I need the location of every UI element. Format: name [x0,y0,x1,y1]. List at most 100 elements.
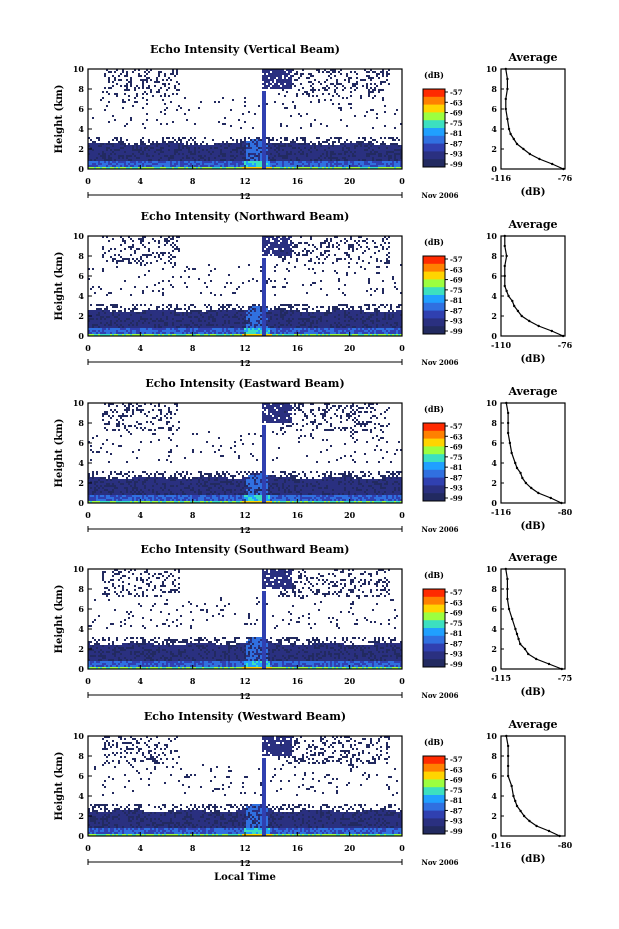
average-profile-point [512,794,515,798]
avg-y-tick-label: 6 [491,438,497,448]
colorbar-swatch [423,263,445,273]
avg-x-tick-label: -116 [491,840,511,850]
x-tick-label: 0 [85,343,91,353]
colorbar-swatch [423,135,445,145]
average-profile-point [524,481,528,485]
average-profile-point [506,577,509,581]
avg-x-label: (dB) [521,521,546,532]
avg-x-tick-label: -76 [558,340,573,350]
avg-y-tick-label: 8 [491,751,497,761]
date-label: 12 [239,858,250,868]
y-tick-label: 2 [78,478,84,488]
colorbar-label: (dB) [424,70,444,80]
x-tick-label: 12 [239,176,250,186]
colorbar-swatch [423,659,445,668]
colorbar-swatch [423,326,445,335]
chart-title: Echo Intensity (Northward Beam) [141,210,350,223]
average-profile-point [516,309,520,313]
x-tick-label: 4 [138,510,144,520]
colorbar-swatch [423,143,445,152]
y-tick-label: 10 [73,398,85,408]
colorbar-tick-label: -81 [450,463,463,472]
x-tick-label: 16 [292,176,304,186]
average-profile-point [512,137,515,141]
average-profile-point [507,294,510,298]
x-tick-label: 0 [85,843,91,853]
avg-y-tick-label: 4 [491,791,497,801]
colorbar-swatch [423,318,445,327]
colorbar-tick-label: -87 [450,806,463,815]
avg-y-tick-label: 4 [491,291,497,301]
x-tick-label: 16 [292,343,304,353]
colorbar-swatch [423,604,445,613]
average-profile-point [510,784,513,788]
x-tick-label: 16 [292,510,304,520]
x-tick-label: 8 [190,343,196,353]
avg-y-tick-label: 6 [491,604,497,614]
y-tick-label: 6 [78,604,84,614]
avg-y-tick-label: 0 [491,331,497,341]
y-tick-label: 2 [78,811,84,821]
month-label: Nov 2006 [421,525,458,534]
heatmap-field [88,569,402,669]
avg-x-label: (dB) [521,854,546,865]
colorbar-swatch [423,620,445,629]
y-tick-label: 4 [78,624,84,634]
colorbar-swatch [423,128,445,137]
colorbar-tick-label: -57 [450,755,463,764]
average-profile-point [504,107,507,111]
colorbar-tick-label: -57 [450,88,463,97]
colorbar-tick-label: -87 [450,639,463,648]
y-tick-label: 10 [73,231,85,241]
avg-y-tick-label: 0 [491,164,497,174]
x-tick-label: 0 [399,510,405,520]
y-tick-label: 4 [78,458,84,468]
avg-y-tick-label: 10 [486,231,498,241]
average-profile-point [535,824,538,828]
y-tick-label: 4 [78,124,84,134]
average-profile-point [523,647,527,651]
colorbar-tick-label: -63 [450,265,463,274]
y-tick-label: 8 [78,584,84,594]
colorbar-tick-label: -93 [450,317,463,326]
x-tick-label: 8 [190,510,196,520]
average-profile-point [506,117,509,121]
average-profile-point [522,147,525,151]
x-tick-label: 0 [399,176,405,186]
colorbar-frame [422,422,446,502]
colorbar-tick-label: -81 [450,296,463,305]
avg-y-tick-label: 0 [491,498,497,508]
average-profile-point [510,451,513,455]
colorbar-tick-label: -87 [450,306,463,315]
y-axis-label: Height (km) [54,419,65,488]
colorbar-swatch [423,771,445,780]
avg-y-tick-label: 10 [486,64,498,74]
average-profile-point [506,597,509,601]
colorbar-swatch [423,104,445,113]
y-tick-label: 6 [78,104,84,114]
colorbar-tick-label: -99 [450,327,463,336]
average-profile-point [537,491,540,495]
colorbar-tick-label: -99 [450,660,463,669]
colorbar-tick-label: -93 [450,150,463,159]
colorbar-swatch [423,612,445,621]
colorbar-tick-label: -69 [450,443,463,452]
avg-x-tick-label: -116 [491,507,511,517]
colorbar-swatch [423,159,445,168]
avg-y-tick-label: 2 [491,644,497,654]
average-profile-point [560,501,563,505]
colorbar-tick-label: -81 [450,129,463,138]
colorbar-tick-label: -75 [450,619,463,628]
colorbar-tick-label: -69 [450,276,463,285]
average-title: Average [507,218,557,231]
y-tick-label: 2 [78,644,84,654]
average-profile-point [503,244,506,248]
colorbar-tick-label: -75 [450,286,463,295]
colorbar-swatch [423,310,445,319]
avg-y-tick-label: 4 [491,624,497,634]
y-tick-label: 4 [78,291,84,301]
chart-title: Echo Intensity (Westward Beam) [144,710,346,723]
average-profile-point [506,774,510,778]
average-profile-point [503,234,506,238]
average-profile-point [562,167,565,171]
